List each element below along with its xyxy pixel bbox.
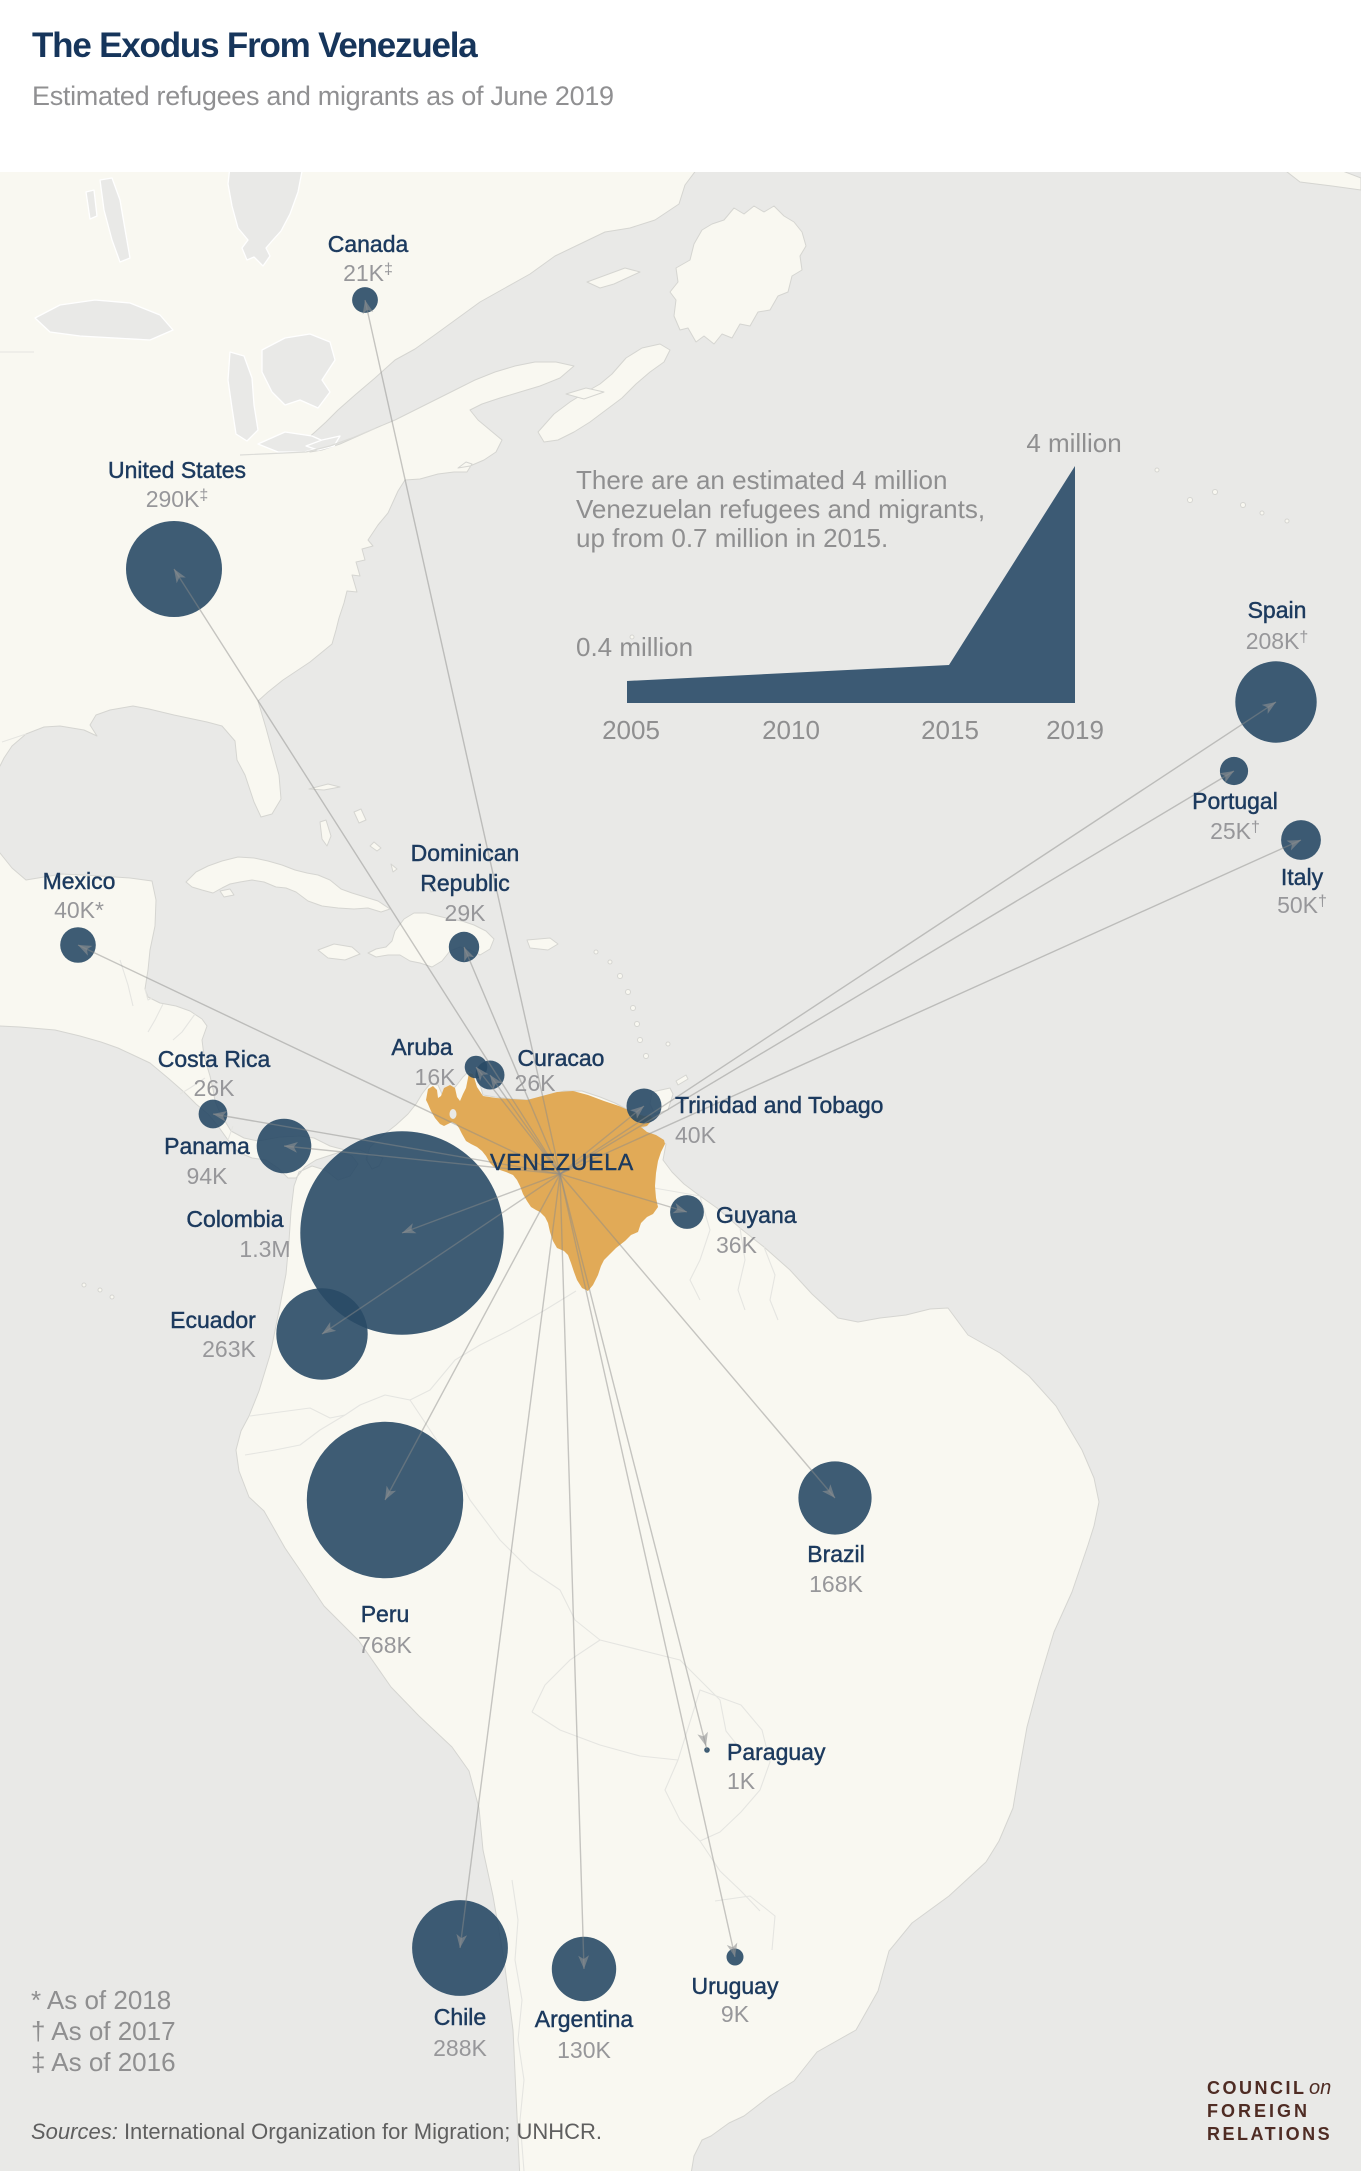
svg-text:26K: 26K	[194, 1075, 236, 1101]
svg-text:Argentina: Argentina	[535, 2006, 634, 2032]
svg-text:COUNCIL: COUNCIL	[1207, 2078, 1307, 2098]
svg-text:The Exodus From Venezuela: The Exodus From Venezuela	[32, 26, 478, 65]
svg-text:on: on	[1309, 2077, 1331, 2099]
svg-text:Sources: International Organiz: Sources: International Organization for …	[31, 2119, 602, 2144]
svg-text:94K: 94K	[187, 1163, 229, 1189]
svg-text:Guyana: Guyana	[716, 1202, 797, 1228]
svg-text:Curacao: Curacao	[518, 1045, 605, 1071]
svg-text:Estimated refugees and migrant: Estimated refugees and migrants as of Ju…	[32, 81, 614, 111]
svg-text:2015: 2015	[921, 715, 979, 745]
svg-text:36K: 36K	[716, 1232, 758, 1258]
svg-text:There are an estimated 4 milli: There are an estimated 4 million	[576, 465, 947, 495]
svg-text:Spain: Spain	[1248, 597, 1307, 623]
svg-text:* As of 2018: * As of 2018	[31, 1985, 171, 2015]
svg-text:up from 0.7 million in 2015.: up from 0.7 million in 2015.	[576, 523, 888, 553]
svg-text:Uruguay: Uruguay	[692, 1973, 779, 1999]
svg-text:Aruba: Aruba	[391, 1034, 453, 1060]
svg-text:Paraguay: Paraguay	[727, 1739, 826, 1765]
svg-text:168K: 168K	[809, 1571, 863, 1597]
svg-text:2019: 2019	[1046, 715, 1104, 745]
svg-text:0.4 million: 0.4 million	[576, 632, 693, 662]
svg-text:Ecuador: Ecuador	[170, 1307, 256, 1333]
svg-text:1.3M: 1.3M	[239, 1236, 290, 1262]
svg-text:Dominican: Dominican	[411, 840, 520, 866]
svg-text:Panama: Panama	[164, 1133, 250, 1159]
svg-text:VENEZUELA: VENEZUELA	[490, 1149, 634, 1175]
svg-text:29K: 29K	[445, 900, 487, 926]
svg-text:Mexico: Mexico	[43, 868, 116, 894]
svg-text:Colombia: Colombia	[186, 1206, 283, 1232]
svg-text:4 million: 4 million	[1026, 428, 1121, 458]
svg-text:Trinidad and Tobago: Trinidad and Tobago	[675, 1092, 883, 1118]
svg-text:Costa Rica: Costa Rica	[158, 1046, 271, 1072]
svg-text:FOREIGN: FOREIGN	[1207, 2101, 1310, 2121]
svg-text:288K: 288K	[433, 2035, 487, 2061]
svg-text:208K†: 208K†	[1246, 628, 1309, 654]
svg-text:† As of 2017: † As of 2017	[31, 2016, 176, 2046]
svg-text:768K: 768K	[358, 1632, 412, 1658]
svg-text:26K: 26K	[515, 1070, 557, 1096]
svg-text:Peru: Peru	[361, 1601, 410, 1627]
svg-text:Italy: Italy	[1281, 864, 1324, 890]
svg-text:Venezuelan refugees and migran: Venezuelan refugees and migrants,	[576, 494, 985, 524]
svg-text:Republic: Republic	[420, 870, 510, 896]
svg-text:Canada: Canada	[328, 231, 409, 257]
svg-text:130K: 130K	[557, 2037, 611, 2063]
svg-text:290K‡: 290K‡	[146, 486, 209, 512]
svg-text:9K: 9K	[721, 2001, 750, 2027]
svg-text:‡ As of 2016: ‡ As of 2016	[31, 2047, 176, 2077]
svg-text:RELATIONS: RELATIONS	[1207, 2124, 1332, 2144]
svg-text:263K: 263K	[202, 1336, 256, 1362]
svg-text:16K: 16K	[415, 1064, 457, 1090]
svg-text:Portugal: Portugal	[1192, 788, 1278, 814]
svg-text:2010: 2010	[762, 715, 820, 745]
svg-text:40K*: 40K*	[54, 897, 104, 923]
svg-text:Chile: Chile	[434, 2004, 486, 2030]
svg-text:1K: 1K	[727, 1768, 756, 1794]
svg-text:Brazil: Brazil	[807, 1541, 865, 1567]
svg-text:40K: 40K	[675, 1122, 717, 1148]
svg-text:2005: 2005	[602, 715, 660, 745]
svg-text:United States: United States	[108, 457, 246, 483]
